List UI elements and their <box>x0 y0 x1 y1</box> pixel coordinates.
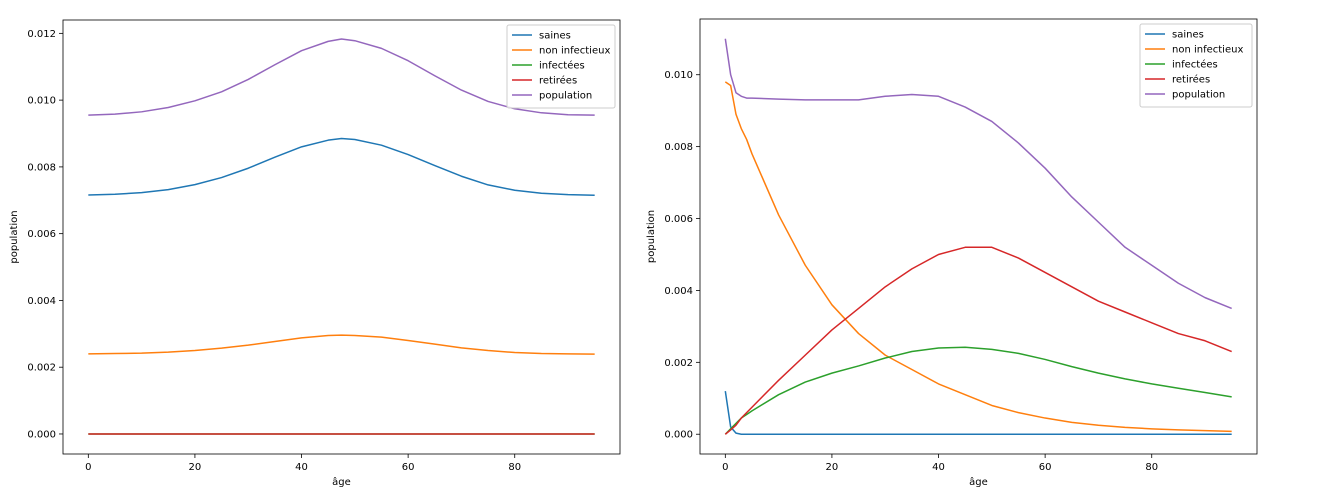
legend-label: retirées <box>539 75 577 87</box>
legend-label: infectées <box>539 60 585 72</box>
legend-label: population <box>539 91 592 102</box>
legend-label: saines <box>1172 30 1204 41</box>
legend-label: saines <box>539 31 571 42</box>
left-plot: 0 20 40 60 80 0.000 0.002 0.004 0.006 0.008 0.010 0… <box>9 19 621 488</box>
series-line-population <box>724 38 1232 310</box>
y-tick-label: 0.002 <box>27 363 56 374</box>
x-tick-label: 0 <box>85 462 91 473</box>
axes-frame <box>699 18 1258 455</box>
x-tick-label: 20 <box>826 462 839 473</box>
y-tick-label: 0.006 <box>664 214 693 225</box>
y-tick-label: 0.006 <box>27 229 56 240</box>
legend: saines non infectieux infectées retirées pop… <box>506 24 616 109</box>
series-line-population <box>88 38 595 116</box>
legend-label: non infectieux <box>1172 45 1243 56</box>
legend-label: population <box>1172 90 1225 101</box>
series-line-retirées <box>724 246 1232 435</box>
y-axis-label: population <box>9 210 20 263</box>
legend-box <box>506 24 616 109</box>
x-axis-label: âge <box>332 476 351 488</box>
x-tick-label: 80 <box>508 462 521 473</box>
x-tick-label: 80 <box>1145 462 1158 473</box>
y-tick-label: 0.004 <box>664 286 693 297</box>
x-tick-label: 40 <box>295 462 308 473</box>
series-line-infectées <box>724 346 1232 435</box>
x-tick-label: 60 <box>402 462 415 473</box>
right-plot: 0 20 40 60 80 0.000 0.002 0.004 0.006 0.008 0.010 â… <box>646 18 1258 488</box>
y-tick-label: 0.000 <box>664 430 693 441</box>
y-tick-label: 0.010 <box>27 96 56 107</box>
series-line-non-infectieux <box>724 81 1232 433</box>
legend-label: non infectieux <box>539 46 610 57</box>
y-tick-label: 0.000 <box>27 429 56 440</box>
x-tick-label: 40 <box>932 462 945 473</box>
y-tick-label: 0.004 <box>27 296 56 307</box>
x-tick-label: 60 <box>1039 462 1052 473</box>
legend: saines non infectieux infectées retirées pop… <box>1139 23 1253 108</box>
x-axis-label: âge <box>969 476 988 488</box>
x-tick-label: 0 <box>722 462 728 473</box>
series-line-saines <box>88 137 595 197</box>
y-axis-label: population <box>646 210 657 263</box>
axes-frame <box>62 19 621 455</box>
y-tick-label: 0.008 <box>664 142 693 153</box>
legend-label: retirées <box>1172 74 1210 86</box>
legend-box <box>1139 23 1253 108</box>
y-tick-label: 0.008 <box>27 162 56 173</box>
series-line-non-infectieux <box>88 334 595 355</box>
series-line-saines <box>724 390 1232 435</box>
y-tick-label: 0.002 <box>664 358 693 369</box>
x-tick-label: 20 <box>189 462 202 473</box>
legend-label: infectées <box>1172 59 1218 71</box>
y-tick-label: 0.012 <box>27 29 56 40</box>
y-tick-label: 0.010 <box>664 70 693 81</box>
